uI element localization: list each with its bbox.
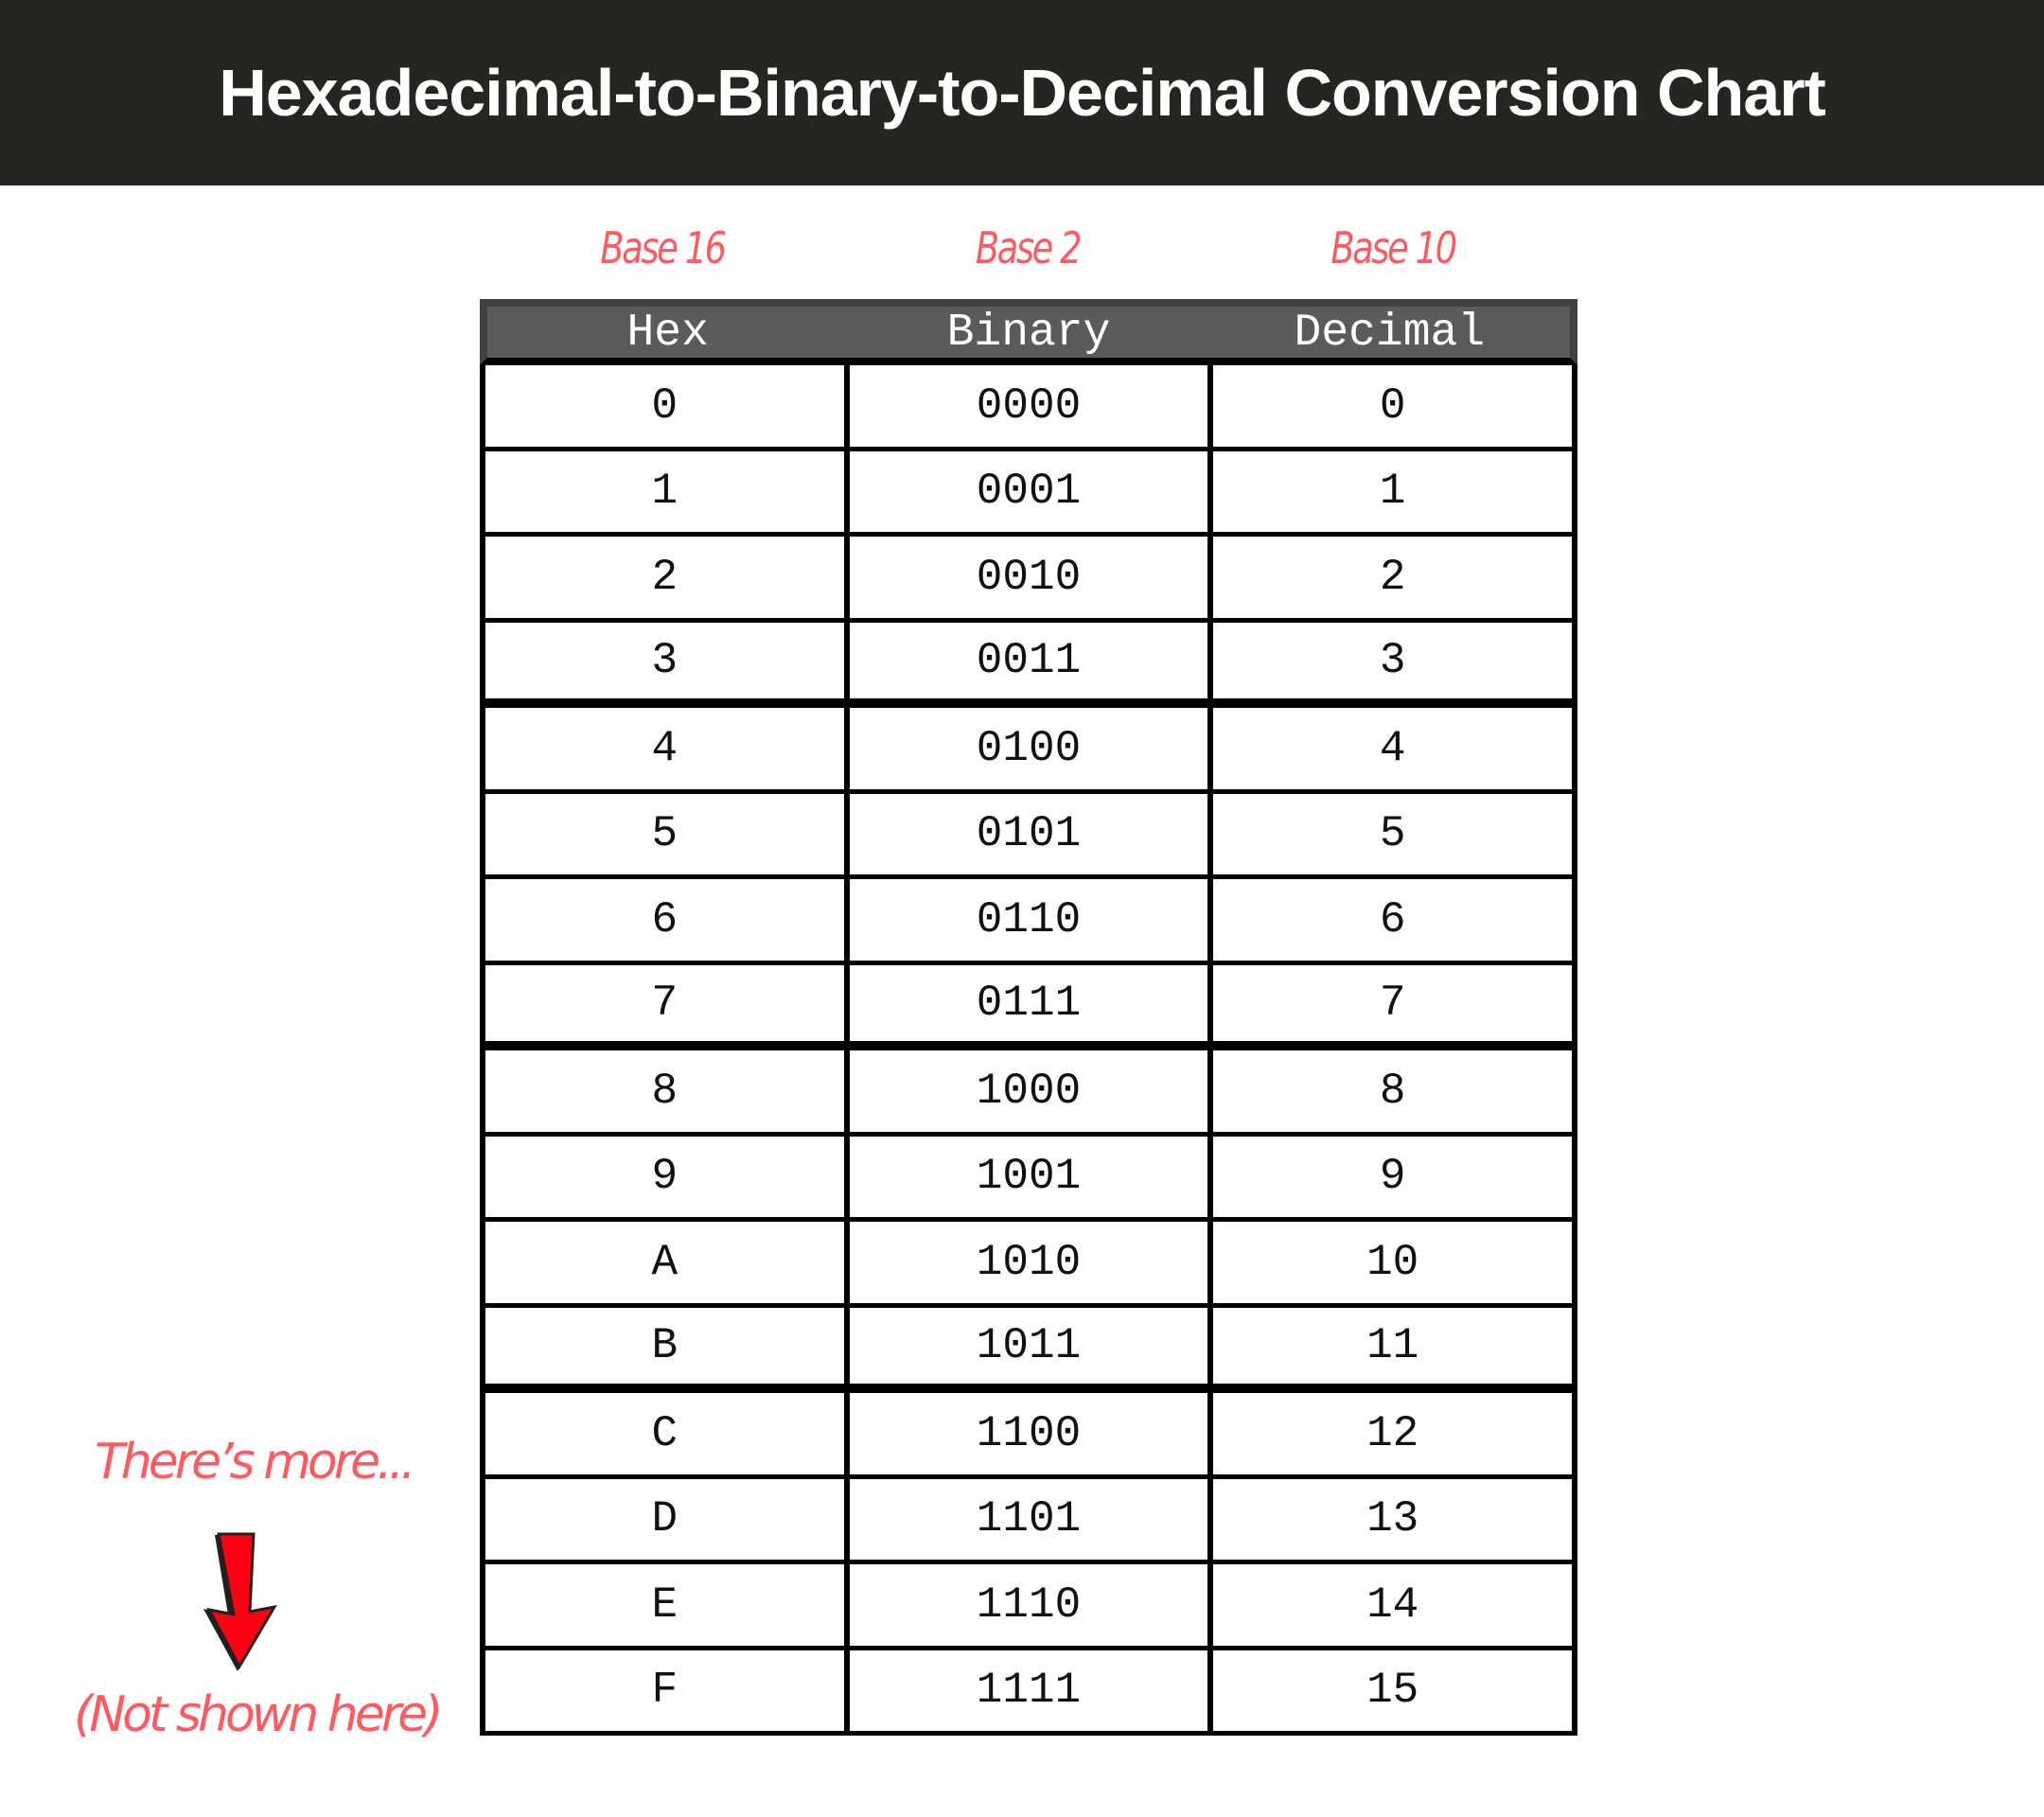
cell-binary: 0100 xyxy=(843,708,1208,789)
cell-binary: 1011 xyxy=(843,1307,1208,1384)
arrow-down-icon xyxy=(203,1532,277,1671)
cell-decimal: 6 xyxy=(1207,879,1572,961)
cell-binary: 0010 xyxy=(843,537,1208,618)
cell-hex: 3 xyxy=(651,635,678,685)
conversion-table: Hex Binary Decimal 0 0000 0 1 0001 1 2 0010 2 3 00… xyxy=(480,299,1577,1736)
table-row: 2 0010 2 xyxy=(480,537,1577,623)
cell-decimal: 9 xyxy=(1207,1136,1572,1217)
cell-binary: 1001 xyxy=(843,1136,1208,1217)
cell-hex: 9 xyxy=(651,1152,678,1202)
header-decimal: Decimal xyxy=(1294,308,1486,359)
table-row: 6 0110 6 xyxy=(480,879,1577,965)
cell-binary: 0000 xyxy=(843,365,1208,447)
cell-decimal: 2 xyxy=(1207,537,1572,618)
cell-hex: A xyxy=(651,1237,678,1287)
table-row: B 1011 11 xyxy=(480,1307,1577,1393)
cell-binary: 1000 xyxy=(843,1050,1208,1132)
table-row: E 1110 14 xyxy=(480,1564,1577,1650)
table-row: 7 0111 7 xyxy=(480,964,1577,1050)
cell-binary: 1101 xyxy=(843,1478,1208,1560)
cell-hex: E xyxy=(651,1579,678,1630)
cell-hex: 4 xyxy=(651,723,678,773)
cell-hex: F xyxy=(651,1666,678,1716)
cell-hex: B xyxy=(651,1320,678,1370)
table-row: 3 0011 3 xyxy=(480,622,1577,708)
table-row: A 1010 10 xyxy=(480,1222,1577,1308)
note-more: There’s more... xyxy=(95,1434,416,1491)
table-row: 0 0000 0 xyxy=(480,365,1577,451)
base-label-binary: Base 2 xyxy=(975,222,1083,273)
cell-hex: 2 xyxy=(651,552,678,602)
table-row: F 1111 15 xyxy=(480,1649,1577,1736)
cell-decimal: 4 xyxy=(1207,708,1572,789)
note-not-shown: (Not shown here) xyxy=(74,1686,443,1743)
table-header: Hex Binary Decimal xyxy=(480,299,1577,365)
cell-decimal: 11 xyxy=(1207,1307,1572,1384)
cell-decimal: 0 xyxy=(1207,365,1572,447)
table-row: D 1101 13 xyxy=(480,1478,1577,1564)
page-title: Hexadecimal-to-Binary-to-Decimal Convers… xyxy=(219,56,1826,130)
cell-hex: 8 xyxy=(651,1066,678,1116)
cell-binary: 1010 xyxy=(843,1222,1208,1303)
cell-binary: 0101 xyxy=(843,793,1208,874)
cell-decimal: 3 xyxy=(1207,622,1572,698)
cell-binary: 0111 xyxy=(843,964,1208,1041)
cell-binary: 1110 xyxy=(843,1564,1208,1646)
header-hex: Hex xyxy=(626,308,709,359)
cell-decimal: 14 xyxy=(1207,1564,1572,1646)
cell-decimal: 1 xyxy=(1207,450,1572,532)
cell-hex: C xyxy=(651,1408,678,1458)
cell-binary: 1100 xyxy=(843,1393,1208,1474)
cell-hex: 7 xyxy=(651,978,678,1028)
table-row: 4 0100 4 xyxy=(480,708,1577,794)
cell-binary: 0001 xyxy=(843,450,1208,532)
cell-decimal: 13 xyxy=(1207,1478,1572,1560)
cell-decimal: 12 xyxy=(1207,1393,1572,1474)
title-bar: Hexadecimal-to-Binary-to-Decimal Convers… xyxy=(0,0,2044,185)
cell-hex: 0 xyxy=(651,380,678,431)
cell-binary: 0011 xyxy=(843,622,1208,698)
cell-hex: 5 xyxy=(651,809,678,859)
table-row: 1 0001 1 xyxy=(480,450,1577,537)
table-row: 9 1001 9 xyxy=(480,1136,1577,1222)
cell-decimal: 10 xyxy=(1207,1222,1572,1303)
table-row: 5 0101 5 xyxy=(480,793,1577,879)
cell-hex: D xyxy=(651,1494,678,1544)
base-label-decimal: Base 10 xyxy=(1330,222,1457,273)
cell-binary: 0110 xyxy=(843,879,1208,961)
cell-hex: 6 xyxy=(651,894,678,944)
base-label-hex: Base 16 xyxy=(600,222,727,273)
table-row: C 1100 12 xyxy=(480,1393,1577,1479)
header-binary: Binary xyxy=(946,308,1111,359)
cell-hex: 1 xyxy=(651,467,678,517)
cell-decimal: 7 xyxy=(1207,964,1572,1041)
cell-decimal: 5 xyxy=(1207,793,1572,874)
cell-decimal: 8 xyxy=(1207,1050,1572,1132)
cell-binary: 1111 xyxy=(843,1649,1208,1731)
cell-decimal: 15 xyxy=(1207,1649,1572,1731)
table-row: 8 1000 8 xyxy=(480,1050,1577,1137)
